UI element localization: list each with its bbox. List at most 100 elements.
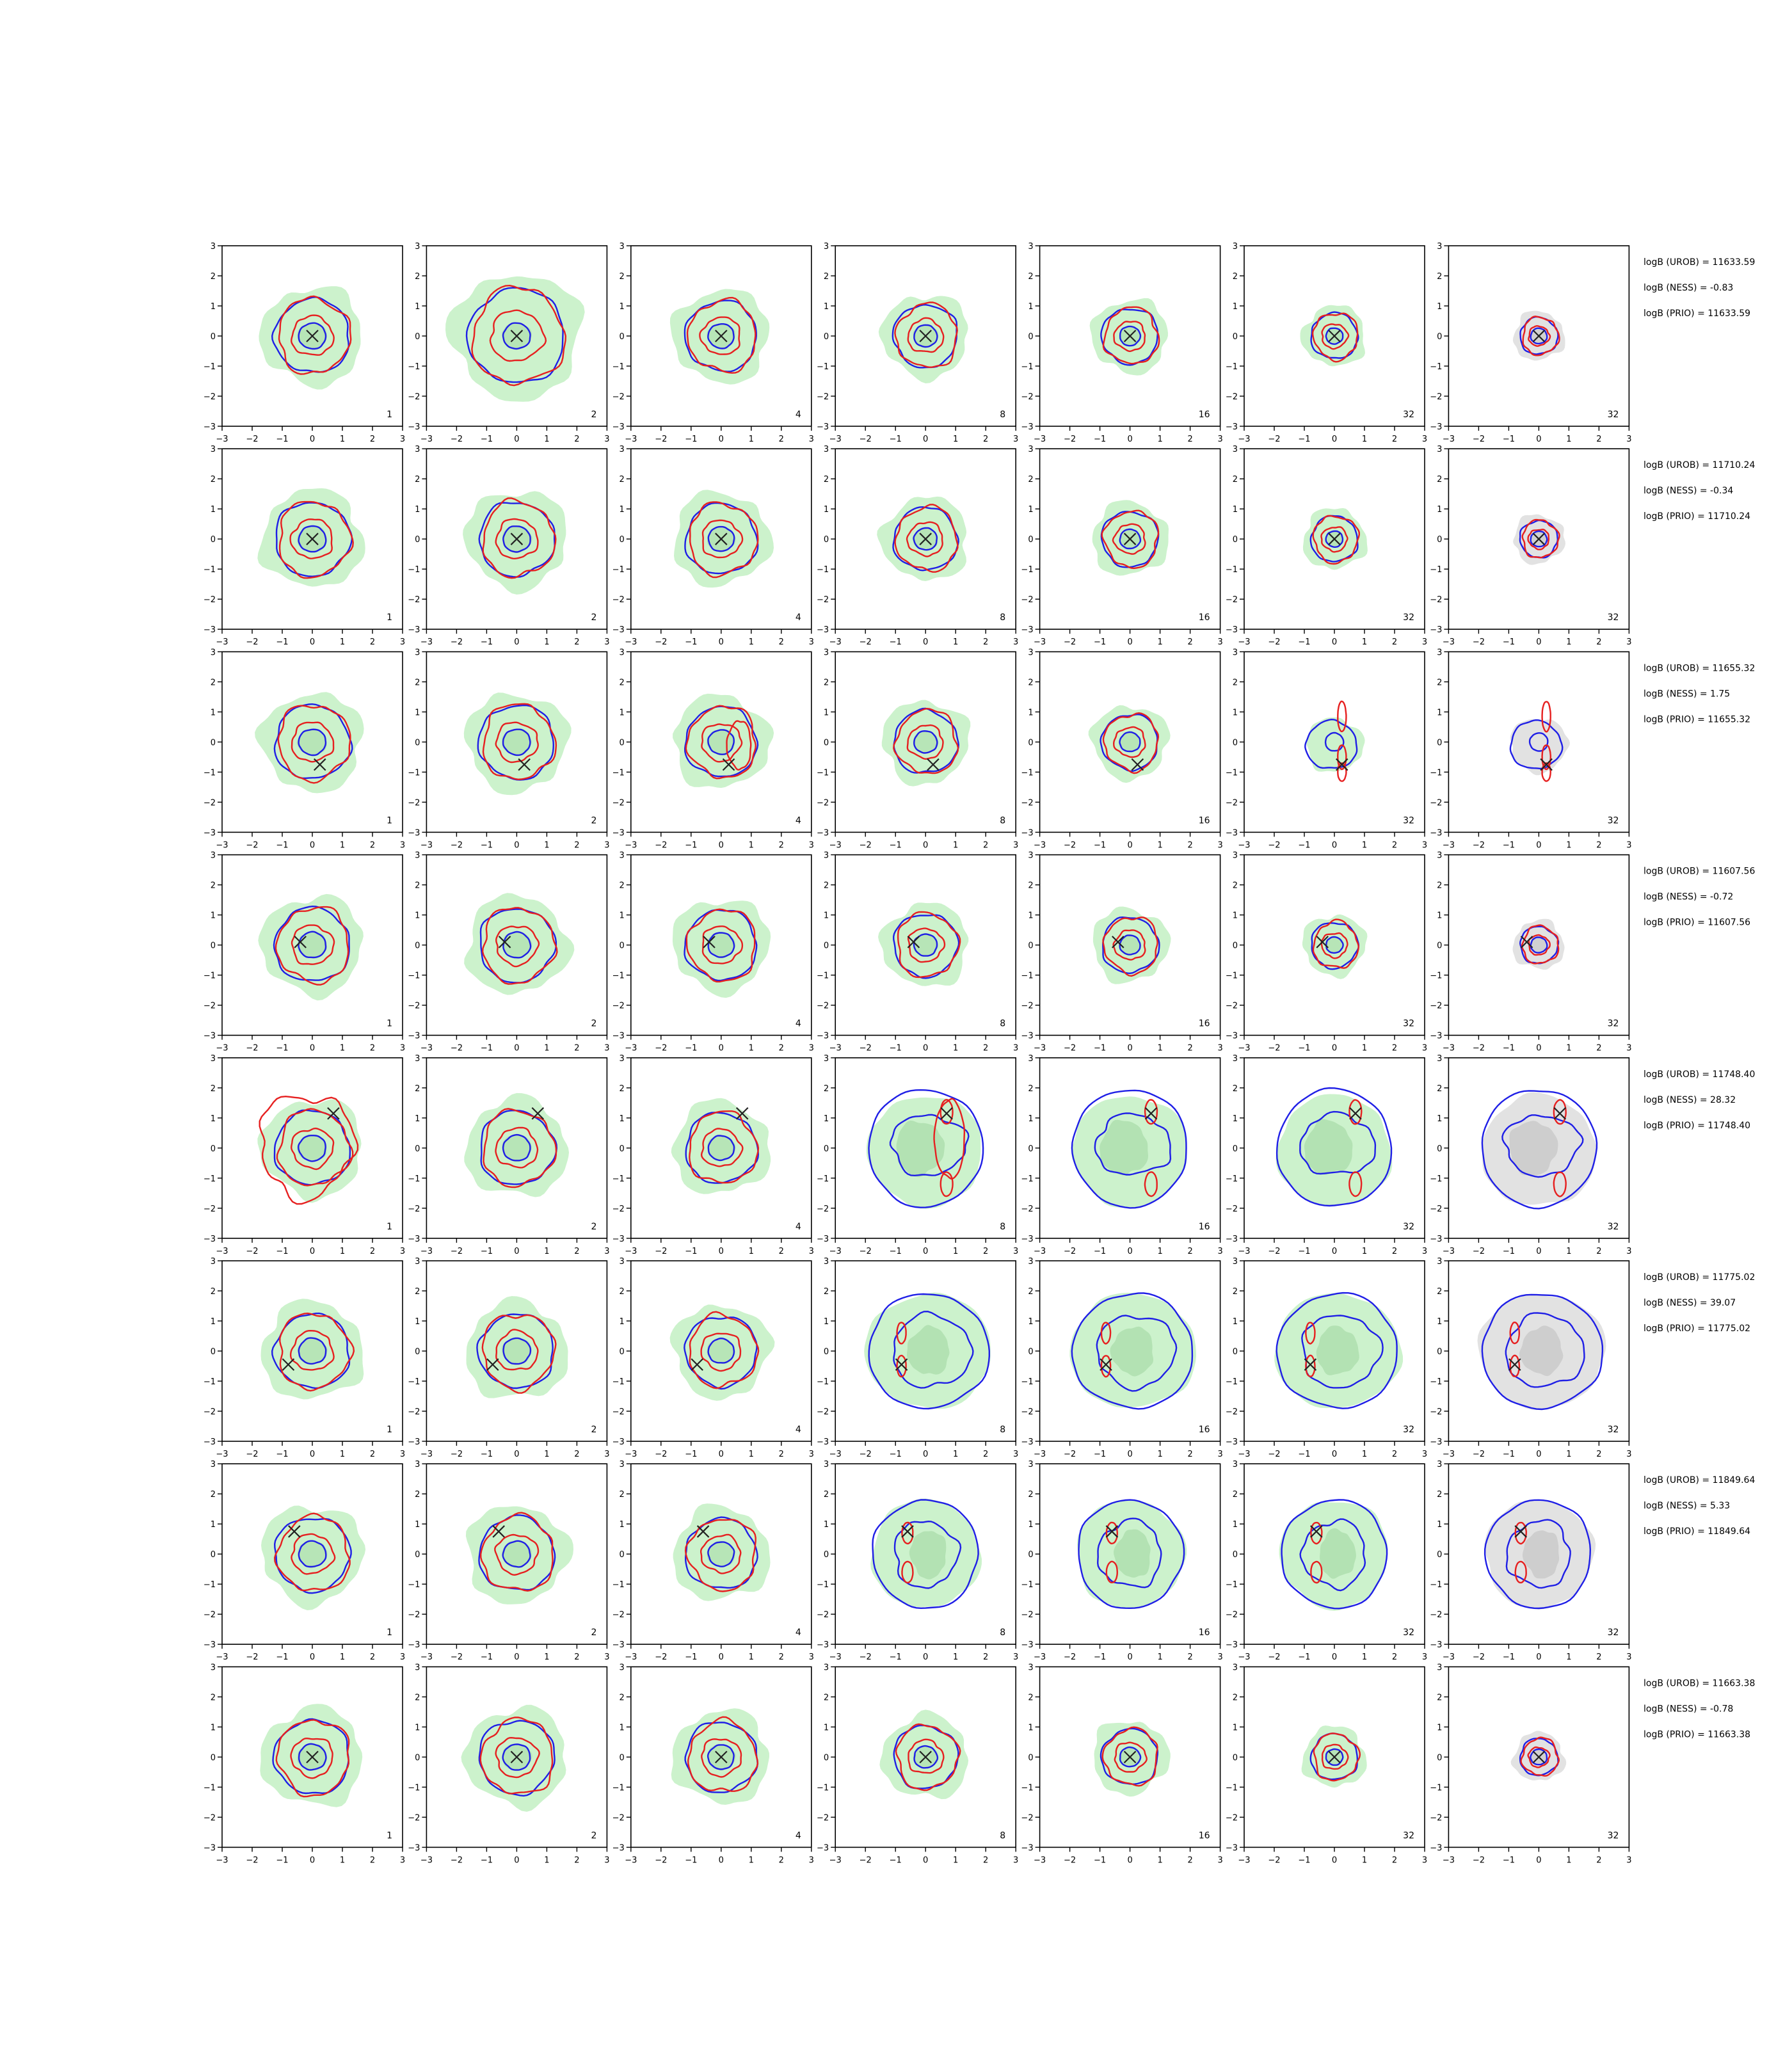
y-tick-label: −1 xyxy=(1430,1580,1442,1590)
density-fill xyxy=(1530,936,1548,953)
x-tick-label: −2 xyxy=(1064,435,1076,444)
red-contour xyxy=(701,519,744,559)
x-tick-label: 1 xyxy=(1362,1450,1367,1459)
x-tick-label: 2 xyxy=(779,1450,784,1459)
y-tick-label: 3 xyxy=(1437,851,1442,861)
panel-count-label: 4 xyxy=(796,1628,801,1638)
panel-count-label: 2 xyxy=(591,1222,596,1232)
panel-count-label: 32 xyxy=(1608,1222,1619,1232)
x-tick-label: −2 xyxy=(451,1652,463,1662)
red-contour xyxy=(1527,529,1550,550)
x-tick-label: 2 xyxy=(1392,637,1397,647)
x-tick-label: 3 xyxy=(400,637,405,647)
x-tick-label: 2 xyxy=(983,637,988,647)
panel-r7-c4: −3−3 −2 −2 −1 −1 0 0 1 1 2 2 3 3 8 xyxy=(817,1460,1018,1662)
x-marker xyxy=(1112,936,1124,948)
panel-r7-c5: −3−3 −2 −2 −1 −1 0 0 1 1 2 2 3 3 16 xyxy=(1021,1460,1222,1662)
y-tick-label: 0 xyxy=(1437,1753,1442,1763)
x-tick-label: −2 xyxy=(1473,840,1485,850)
blue-contour xyxy=(502,1133,531,1162)
x-tick-label: −2 xyxy=(1268,637,1280,647)
y-tick-label: −2 xyxy=(1226,798,1238,808)
x-tick-label: 0 xyxy=(310,1652,315,1662)
blue-contour xyxy=(1325,327,1344,345)
y-tick-label: −3 xyxy=(408,1843,420,1853)
x-tick-label: 0 xyxy=(1332,840,1337,850)
panel-r2-c1: −3−3 −2 −2 −1 −1 0 0 1 1 2 2 3 3 1 xyxy=(204,445,405,647)
y-tick-label: 1 xyxy=(415,1520,420,1530)
x-tick-label: −2 xyxy=(1473,1652,1485,1662)
x-tick-label: −3 xyxy=(1443,1247,1455,1256)
x-tick-label: 2 xyxy=(1187,1652,1192,1662)
blue-contour xyxy=(1071,1089,1187,1209)
y-tick-label: 3 xyxy=(211,1054,216,1064)
y-tick-label: −2 xyxy=(204,798,216,808)
red-contour xyxy=(1521,924,1560,964)
red-contour xyxy=(1310,1560,1323,1584)
red-contour xyxy=(1102,712,1160,774)
red-contour xyxy=(1101,1726,1158,1787)
y-tick-label: −3 xyxy=(1021,1437,1033,1447)
x-marker xyxy=(313,758,326,771)
contour-set xyxy=(673,693,774,788)
x-tick-label: 3 xyxy=(1626,1450,1631,1459)
x-tick-label: 1 xyxy=(1157,1652,1162,1662)
y-tick-label: −2 xyxy=(204,595,216,605)
x-tick-label: 1 xyxy=(1157,840,1162,850)
x-tick-label: 3 xyxy=(809,1247,814,1256)
blue-contour xyxy=(913,324,938,348)
panel-count-label: 16 xyxy=(1199,1628,1210,1638)
panel-r6-c3: −3−3 −2 −2 −1 −1 0 0 1 1 2 2 3 3 4 xyxy=(612,1257,814,1459)
y-tick-label: 0 xyxy=(620,738,625,748)
y-tick-label: 2 xyxy=(1233,1287,1238,1297)
y-tick-label: 2 xyxy=(211,1490,216,1500)
y-tick-label: 2 xyxy=(1437,475,1442,484)
x-tick-label: 3 xyxy=(1013,840,1018,850)
red-contour xyxy=(893,707,959,774)
x-tick-label: −3 xyxy=(1443,1855,1455,1865)
panel-r2-c3: −3−3 −2 −2 −1 −1 0 0 1 1 2 2 3 3 4 xyxy=(612,445,814,647)
x-tick-label: −3 xyxy=(1238,840,1250,850)
density-fill xyxy=(707,1540,735,1567)
panel-r7-c3: −3−3 −2 −2 −1 −1 0 0 1 1 2 2 3 3 4 xyxy=(612,1460,814,1662)
y-tick-label: −2 xyxy=(408,1407,420,1417)
x-marker xyxy=(1328,1750,1341,1764)
x-tick-label: 0 xyxy=(310,435,315,444)
y-tick-label: −1 xyxy=(1430,1783,1442,1793)
x-tick-label: 3 xyxy=(1217,435,1222,444)
x-tick-label: −1 xyxy=(685,1652,697,1662)
y-tick-label: −2 xyxy=(1430,1813,1442,1823)
y-tick-label: −2 xyxy=(204,392,216,402)
logb-annotation: logB (UROB) = 11775.02 xyxy=(1644,1272,1755,1283)
y-tick-label: 1 xyxy=(824,708,829,717)
x-tick-label: −2 xyxy=(246,840,258,850)
y-tick-label: 2 xyxy=(415,881,420,891)
blue-contour xyxy=(502,525,531,553)
red-contour xyxy=(275,906,349,986)
x-tick-label: 1 xyxy=(1566,840,1571,850)
y-tick-label: 2 xyxy=(211,678,216,687)
x-marker xyxy=(919,532,932,545)
x-tick-label: 2 xyxy=(370,840,375,850)
red-contour xyxy=(495,1736,540,1779)
panel-count-label: 32 xyxy=(1403,1222,1414,1232)
x-tick-label: 2 xyxy=(370,1450,375,1459)
x-tick-label: 0 xyxy=(719,637,724,647)
x-tick-label: 3 xyxy=(1217,840,1222,850)
y-tick-label: 3 xyxy=(1233,242,1238,252)
blue-contour xyxy=(1276,1292,1398,1409)
y-tick-label: −3 xyxy=(1430,1437,1442,1447)
y-tick-label: 2 xyxy=(1233,475,1238,484)
y-tick-label: −2 xyxy=(1021,1610,1033,1620)
blue-contour xyxy=(1119,325,1142,347)
x-tick-label: 2 xyxy=(983,1450,988,1459)
x-tick-label: −2 xyxy=(1064,637,1076,647)
x-tick-label: −1 xyxy=(481,435,493,444)
blue-contour xyxy=(685,1112,760,1184)
red-contour xyxy=(1521,518,1560,559)
x-tick-label: 1 xyxy=(1157,1450,1162,1459)
y-tick-label: −1 xyxy=(817,1783,829,1793)
panel-count-label: 32 xyxy=(1608,612,1619,623)
y-tick-label: 3 xyxy=(1028,1257,1033,1267)
